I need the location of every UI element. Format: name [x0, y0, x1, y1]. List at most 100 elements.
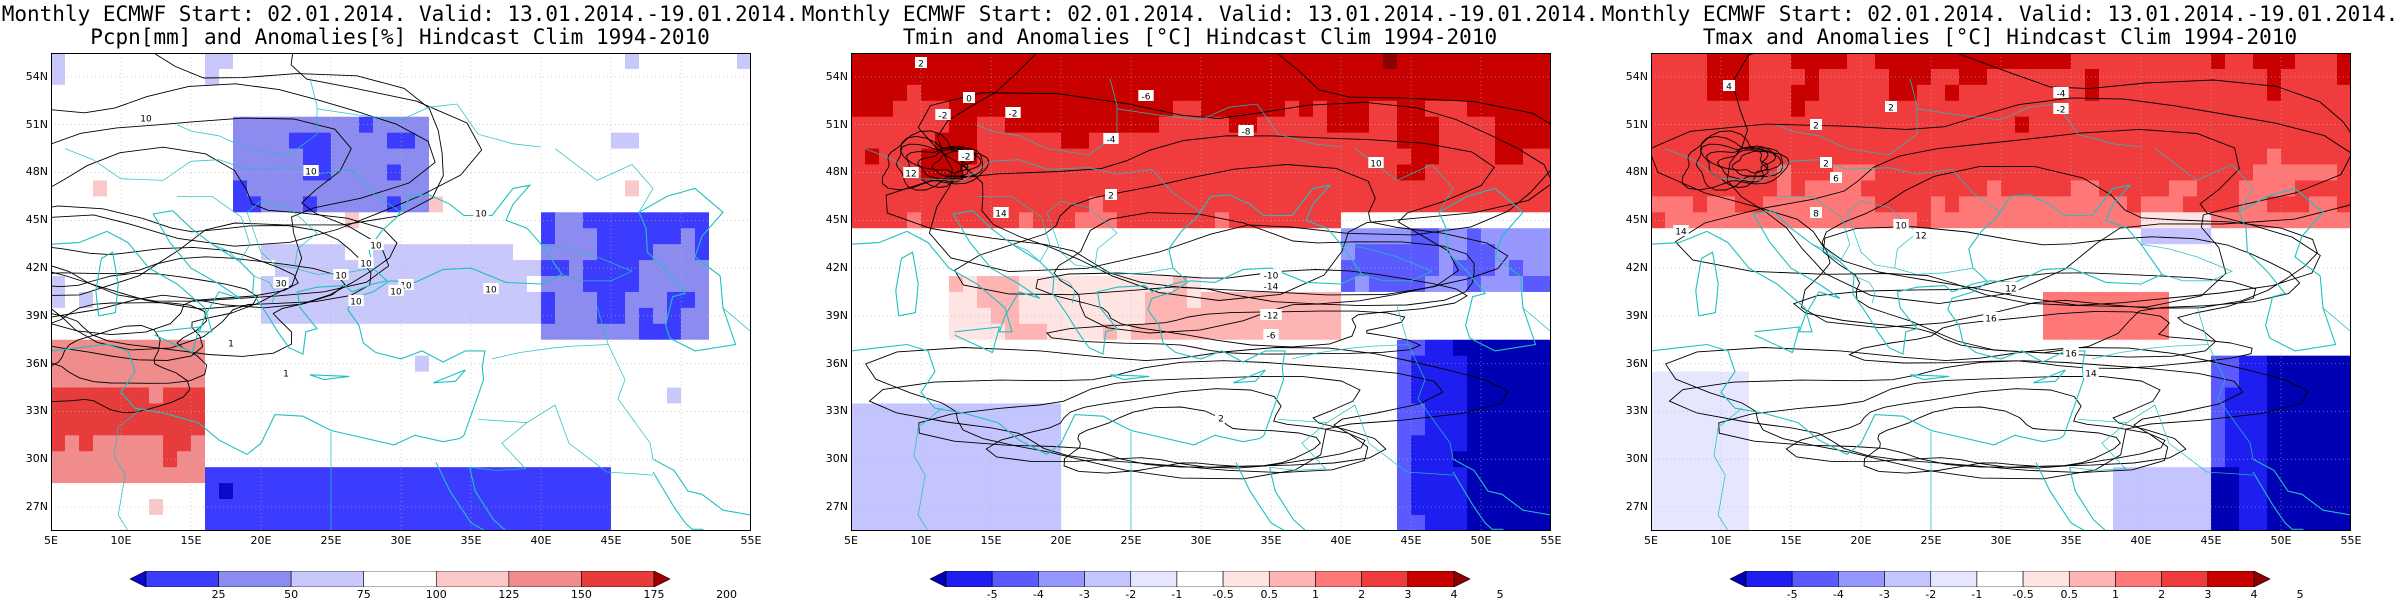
lat-tick-label: 45N: [825, 213, 848, 227]
panel-subtitle: Tmin and Anomalies [°C] Hindcast Clim 19…: [902, 25, 1498, 49]
lon-tick-label: 45E: [2200, 534, 2222, 547]
lon-tick-label: 55E: [740, 534, 762, 547]
lat-tick-label: 51N: [825, 117, 848, 131]
lon-tick-label: 5E: [1644, 534, 1658, 547]
country-borders: [1664, 78, 2351, 531]
contour-lines: [1651, 53, 2351, 480]
colorbar-swatch: [145, 571, 219, 587]
contour-label: 8: [1813, 210, 1819, 220]
contour-label: -4: [2057, 90, 2066, 100]
colorbar-min-arrow: [1730, 571, 1747, 587]
graticule: [51, 53, 751, 531]
lat-tick-label: 36N: [1625, 356, 1648, 370]
lat-tick-label: 48N: [825, 165, 848, 179]
colorbar-swatch: [1084, 571, 1132, 587]
colorbar-swatch: [218, 571, 292, 587]
colorbar-swatch: [2022, 571, 2070, 587]
lon-tick-label: 50E: [1470, 534, 1492, 547]
lat-tick-label: 42N: [1625, 261, 1648, 275]
colorbar-tick-label: -5: [986, 588, 998, 601]
contour-label: 10: [350, 298, 362, 308]
contour-label: 1: [228, 340, 234, 350]
colorbar-swatch: [1884, 571, 1932, 587]
contour-label: 4: [1726, 83, 1732, 93]
colorbar-tick-label: -4: [1832, 588, 1844, 601]
colorbar-tick-label: 150: [570, 588, 592, 601]
lat-tick-label: 42N: [25, 261, 48, 275]
lat-tick-label: 33N: [25, 404, 48, 418]
colorbar-tick-label: 0.5: [2060, 588, 2079, 601]
colorbar-tick-label: 1: [2111, 588, 2119, 601]
colorbar-tick-label: 4: [2250, 588, 2258, 601]
contour-label: -2: [2057, 106, 2066, 116]
lon-tick-label: 30E: [1990, 534, 2012, 547]
lon-tick-label: 10E: [1710, 534, 1732, 547]
colorbar-swatch: [581, 571, 655, 587]
lon-tick-label: 35E: [460, 534, 482, 547]
contour-label: -12: [1264, 312, 1279, 322]
contour-label: -4: [1107, 136, 1116, 146]
contour-label: 10: [360, 260, 372, 270]
lon-tick-label: 5E: [844, 534, 858, 547]
colorbar-swatch: [508, 571, 582, 587]
lat-tick-label: 54N: [25, 69, 48, 83]
lat-tick-label: 45N: [1625, 213, 1648, 227]
contour-label: 10: [1370, 160, 1382, 170]
contour-label: 12: [905, 170, 916, 180]
colorbar-max-arrow: [653, 571, 670, 587]
colorbar-swatch: [1176, 571, 1224, 587]
colorbar-swatch: [435, 571, 510, 587]
contour-label: 30: [275, 280, 287, 290]
coastlines: [51, 184, 751, 531]
colorbar-tick-label: 175: [643, 588, 665, 601]
colorbar-swatch: [1268, 571, 1316, 587]
lon-tick-label: 20E: [250, 534, 272, 547]
colorbar-tick-label: -1: [1171, 588, 1183, 601]
contour-label: -6: [1267, 332, 1276, 342]
colorbar-tick-label: -3: [1079, 588, 1091, 601]
colorbar-tick-label: 3: [1404, 588, 1412, 601]
colorbar-tick-label: -3: [1879, 588, 1891, 601]
colorbar-tick-label: -0.5: [2012, 588, 2034, 601]
lon-tick-label: 55E: [2340, 534, 2362, 547]
colorbar-tick-label: 50: [284, 588, 299, 601]
colorbar-swatch: [1930, 571, 1978, 587]
colorbar-swatch: [1315, 571, 1362, 587]
contour-label: 16: [1985, 315, 1997, 325]
colorbar-tick-label: 5: [2296, 588, 2304, 601]
colorbar-tick-label: 100: [425, 588, 447, 601]
lat-tick-label: 33N: [1625, 404, 1648, 418]
colorbar-tick-label: 75: [356, 588, 371, 601]
colorbar-tick-label: 4: [1450, 588, 1458, 601]
colorbar-swatch: [290, 571, 365, 587]
lat-tick-label: 36N: [825, 356, 848, 370]
colorbar-swatch: [2068, 571, 2116, 587]
contour-label: 2: [1888, 104, 1894, 114]
colorbar-swatch: [1976, 571, 2024, 587]
lon-tick-label: 45E: [1400, 534, 1422, 547]
contour-label: 14: [1675, 228, 1687, 238]
colorbar-tick-label: 5: [1496, 588, 1504, 601]
colorbar-max-arrow: [1453, 571, 1470, 587]
contour-labels: 2 0 -2 -2 -6 -8 -4 2 -2 14 12 10 -10-14 -12 -6 2: [903, 57, 1384, 425]
contour-label: 16: [2065, 350, 2077, 360]
lon-tick-label: 15E: [980, 534, 1002, 547]
lon-tick-label: 30E: [1190, 534, 1212, 547]
lat-tick-label: 51N: [25, 117, 48, 131]
colorbar-tick-label: 25: [211, 588, 226, 601]
colorbar-swatch: [2207, 571, 2255, 587]
contour-label: 10: [305, 168, 317, 178]
lon-tick-label: 20E: [1850, 534, 1872, 547]
colorbar-max-arrow: [2253, 571, 2270, 587]
contour-label: 10: [1895, 222, 1907, 232]
contour-label: 1: [283, 370, 289, 380]
panel-title: Monthly ECMWF Start: 02.01.2014. Valid: …: [1601, 2, 2399, 26]
lon-tick-label: 5E: [44, 534, 58, 547]
contour-label: 2: [1823, 160, 1829, 170]
contour-label: 6: [1833, 175, 1839, 185]
contour-label: 2: [1218, 415, 1224, 425]
panel-subtitle: Tmax and Anomalies [°C] Hindcast Clim 19…: [1702, 25, 2298, 49]
colorbar-tick-label: 200: [716, 588, 738, 601]
colorbar-tick-label: 1: [1311, 588, 1319, 601]
